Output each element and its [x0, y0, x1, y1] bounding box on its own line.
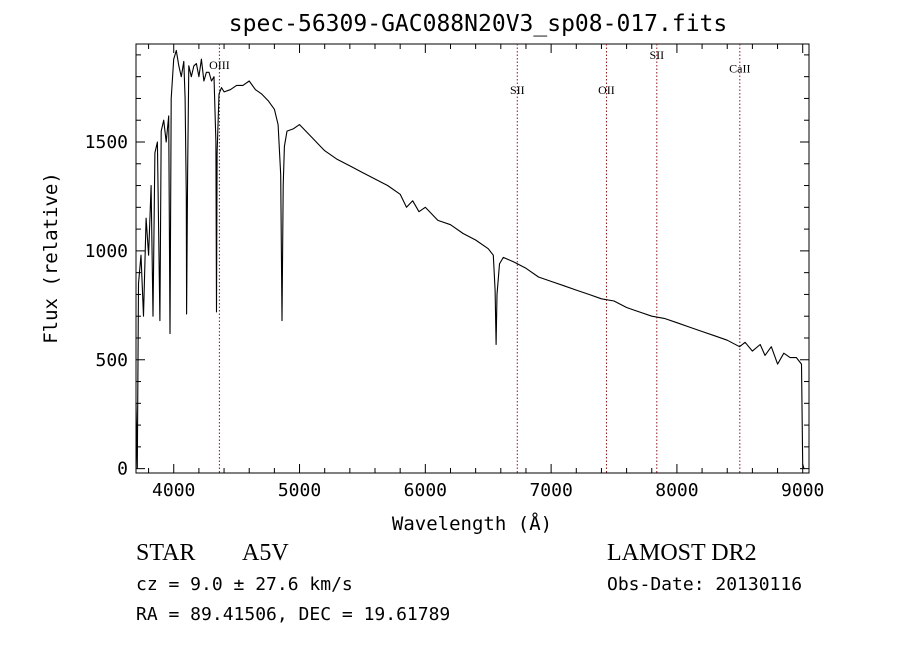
axes: 4000 5000 6000 7000 8000 9000 0 500 1000 1500 — [85, 44, 824, 501]
coordinates: RA = 89.41506, DEC = 19.61789 — [136, 604, 450, 625]
y-tick-label-2: 1000 — [85, 241, 128, 262]
annotation-label-4: CaII — [729, 61, 750, 75]
observation-date: Obs-Date: 20130116 — [607, 574, 802, 595]
x-tick-label-1: 5000 — [278, 480, 321, 501]
x-tick-label-0: 4000 — [152, 480, 195, 501]
x-tick-label-2: 6000 — [404, 480, 447, 501]
series — [135, 49, 805, 470]
x-tick-label-5: 9000 — [781, 480, 824, 501]
y-tick-label-3: 1500 — [85, 132, 128, 153]
x-tick-label-3: 7000 — [529, 480, 572, 501]
y-tick-label-1: 500 — [95, 350, 128, 371]
survey-name: LAMOST DR2 — [607, 540, 757, 566]
y-tick-label-0: 0 — [117, 459, 128, 480]
annotation-label-2: OII — [598, 83, 615, 97]
annotation-label-1: SII — [510, 83, 525, 97]
annotation-label-0: OIII — [209, 58, 230, 72]
x-axis-label: Wavelength (Å) — [392, 512, 552, 535]
x-tick-label-4: 8000 — [655, 480, 698, 501]
y-axis-label: Flux (relative) — [40, 172, 62, 344]
line-annotations: OIII SII OII SII CaII — [209, 44, 750, 473]
chart-title: spec-56309-GAC088N20V3_sp08-017.fits — [229, 11, 728, 37]
redshift-info: cz = 9.0 ± 27.6 km/s — [136, 574, 353, 595]
plot-frame — [135, 43, 810, 474]
spectral-subclass: A5V — [242, 540, 289, 566]
spectrum-line-0 — [135, 49, 805, 470]
object-type: STAR — [136, 540, 195, 566]
annotation-label-3: SII — [649, 48, 664, 62]
